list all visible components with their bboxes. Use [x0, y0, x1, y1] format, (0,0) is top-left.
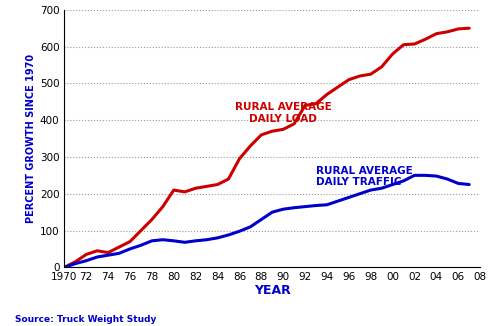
Text: RURAL AVERAGE
DAILY TRAFFIC: RURAL AVERAGE DAILY TRAFFIC: [316, 166, 413, 187]
Text: RURAL AVERAGE
DAILY LOAD: RURAL AVERAGE DAILY LOAD: [235, 102, 332, 124]
Y-axis label: PERCENT GROWTH SINCE 1970: PERCENT GROWTH SINCE 1970: [26, 54, 36, 223]
Text: Source: Truck Weight Study: Source: Truck Weight Study: [15, 315, 156, 324]
X-axis label: YEAR: YEAR: [254, 284, 291, 297]
